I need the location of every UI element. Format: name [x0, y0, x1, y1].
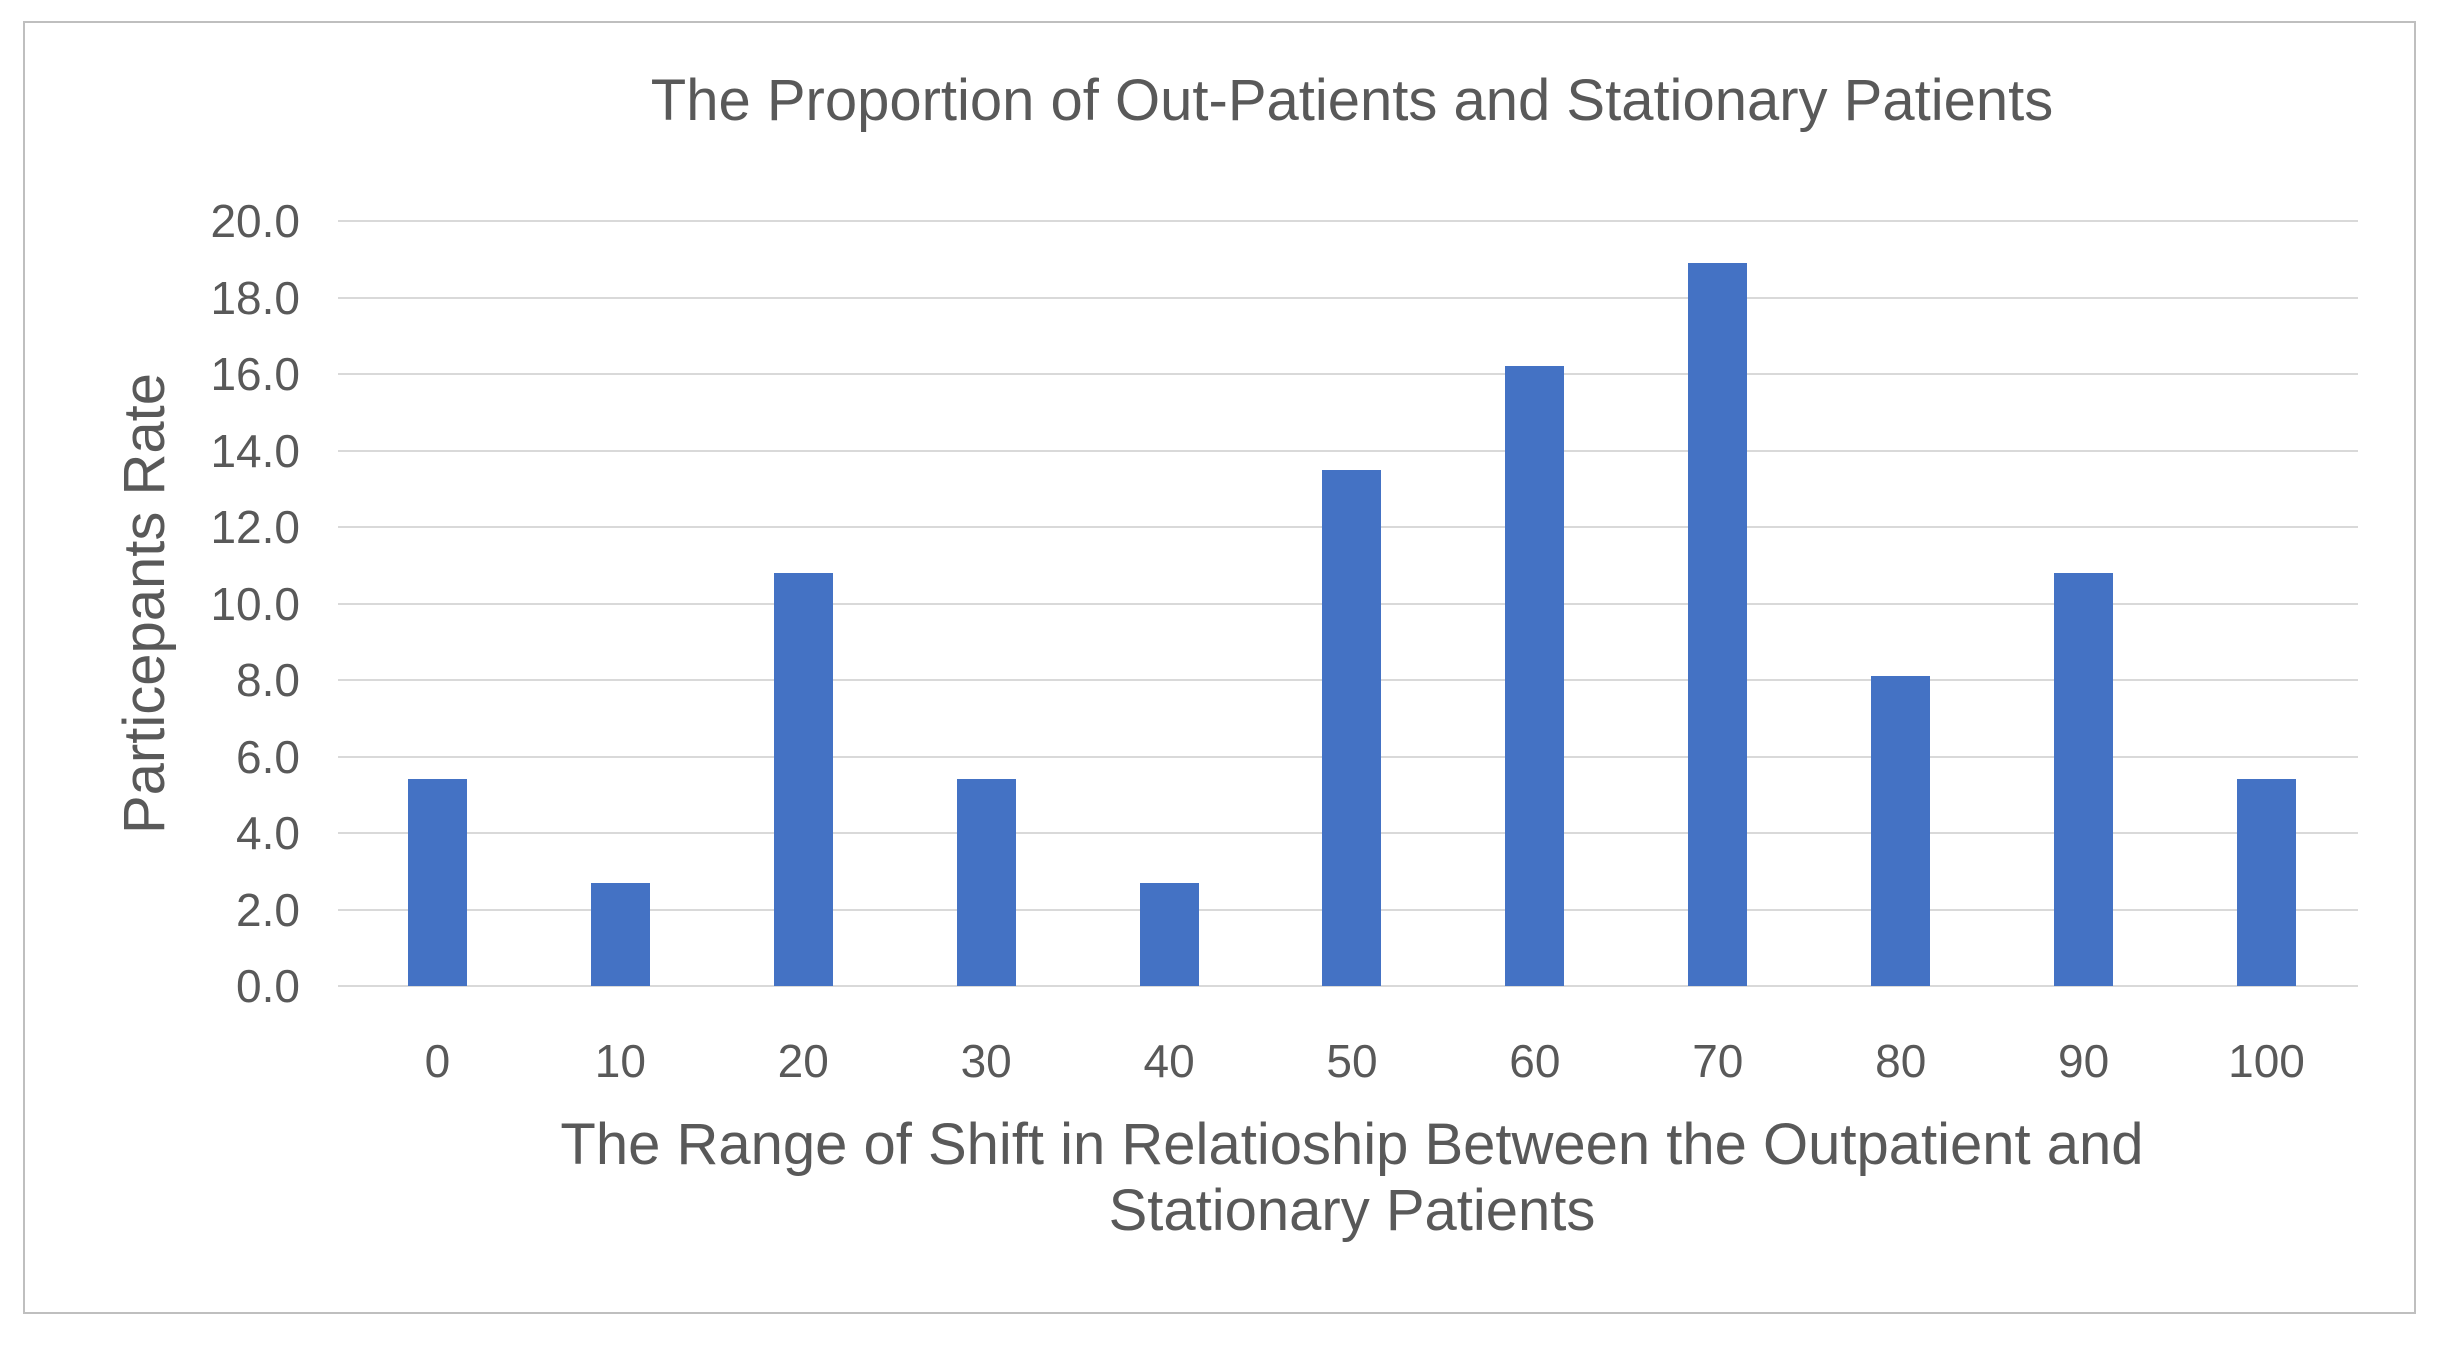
x-tick-label: 10	[594, 1035, 646, 1087]
bar-slot	[712, 221, 895, 986]
bar-slot	[1261, 221, 1444, 986]
chart-title: The Proportion of Out-Patients and Stati…	[650, 68, 2054, 133]
plot-area	[338, 220, 2358, 987]
gridline	[338, 373, 2358, 375]
bar-slot	[2175, 221, 2358, 986]
y-axis-tick-labels: 0.0 2.0 4.0 6.0 8.0 10.0 12.0 14.0 16.0 18.0 20.0	[0, 195, 300, 1012]
bar-slot	[1809, 221, 1992, 986]
y-tick-label: 14.0	[210, 424, 300, 477]
bar-series	[346, 221, 2358, 986]
x-axis-title-line1: The Range of Shift in Relatioship Betwee…	[560, 1112, 2144, 1177]
bar-60	[1505, 366, 1565, 986]
x-tick-label: 70	[1692, 1035, 1744, 1087]
bar-slot	[529, 221, 712, 986]
x-axis-title: The Range of Shift in Relatioship Betwee…	[246, 1112, 2442, 1244]
bar-40	[1139, 882, 1199, 986]
y-tick-label: 4.0	[236, 807, 300, 859]
bar-slot	[346, 221, 529, 986]
y-tick-label: 16.0	[210, 348, 300, 400]
x-axis-tick-labels: 0 10 20 30 40 50 60 70 80 90 100	[346, 1034, 2358, 1088]
x-tick-label: 0	[424, 1035, 451, 1087]
bar-50	[1322, 469, 1382, 986]
bar-slot	[1626, 221, 1809, 986]
x-tick-label: 80	[1875, 1035, 1927, 1087]
y-tick-label: 0.0	[236, 960, 300, 1012]
bar-slot	[1992, 221, 2175, 986]
bar-100	[2237, 779, 2297, 986]
y-tick-label: 2.0	[236, 883, 300, 936]
gridline	[338, 449, 2358, 452]
bar-10	[590, 882, 650, 986]
gridline	[338, 220, 2358, 222]
bar-20	[773, 572, 833, 986]
y-tick-label: 18.0	[210, 271, 300, 324]
y-tick-label: 8.0	[236, 654, 300, 706]
x-tick-label: 90	[2058, 1035, 2110, 1087]
x-tick-label: 20	[777, 1035, 829, 1087]
bar-70	[1688, 263, 1748, 986]
y-tick-label: 20.0	[210, 195, 300, 247]
x-tick-label: 60	[1509, 1035, 1561, 1087]
x-tick-label: 50	[1326, 1035, 1378, 1087]
y-tick-label: 12.0	[210, 501, 300, 553]
y-tick-label: 6.0	[236, 730, 300, 783]
x-tick-label: 100	[2228, 1035, 2305, 1087]
bar-slot	[1078, 221, 1261, 986]
bar-90	[2054, 572, 2114, 986]
x-tick-label: 40	[1143, 1035, 1195, 1087]
x-tick-label: 30	[960, 1035, 1012, 1087]
bar-80	[1871, 676, 1931, 986]
chart-frame-border	[23, 21, 2416, 1314]
gridline	[338, 985, 2358, 987]
y-tick-label: 10.0	[210, 577, 300, 630]
bar-slot	[1443, 221, 1626, 986]
bar-slot	[895, 221, 1078, 986]
bar-30	[956, 779, 1016, 986]
bar-0	[407, 779, 467, 986]
x-axis-title-line2: Stationary Patients	[1108, 1178, 1596, 1243]
gridline	[338, 296, 2358, 299]
